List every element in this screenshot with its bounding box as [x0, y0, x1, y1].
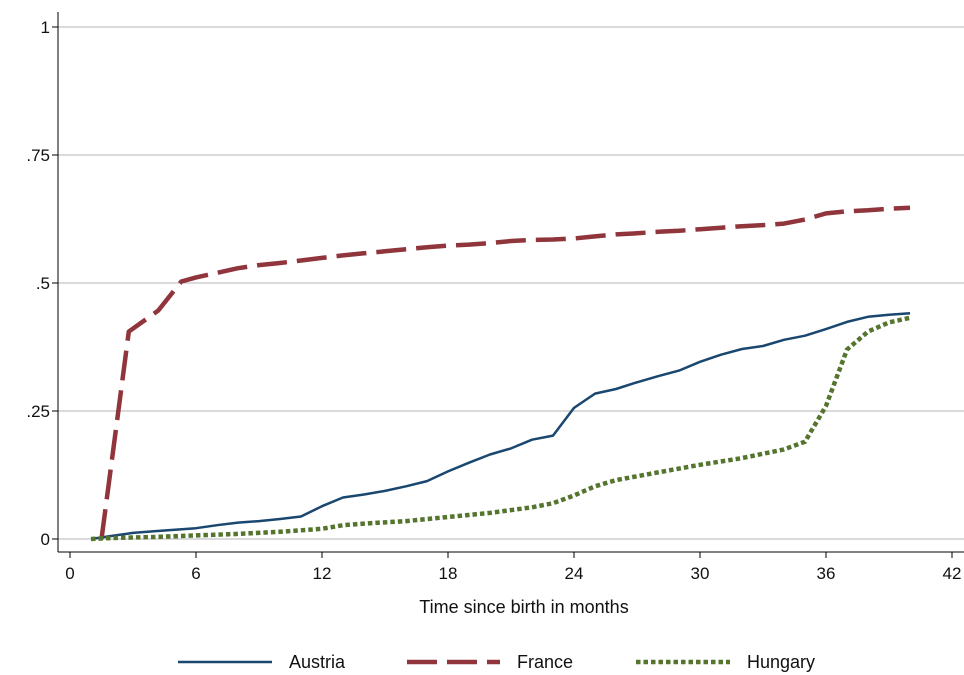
x-axis-title: Time since birth in months [419, 597, 628, 617]
legend-label-austria: Austria [289, 652, 346, 672]
legend: Austria France Hungary [178, 652, 815, 672]
x-tick-label: 36 [817, 564, 836, 583]
y-tick-label: .5 [36, 274, 50, 293]
x-tick-label: 18 [439, 564, 458, 583]
x-tick-label: 0 [65, 564, 74, 583]
y-tick-label: .75 [26, 146, 50, 165]
series-lines [90, 205, 911, 542]
x-tick-label: 30 [691, 564, 710, 583]
axes [57, 12, 964, 553]
x-tick-label: 12 [313, 564, 332, 583]
legend-label-france: France [517, 652, 573, 672]
series-line-hungary [90, 315, 911, 542]
x-tick-label: 42 [943, 564, 962, 583]
y-tick-label: .25 [26, 402, 50, 421]
series-line-france [99, 205, 911, 540]
series-line-austria [90, 311, 911, 541]
y-tick-label: 1 [41, 18, 50, 37]
legend-label-hungary: Hungary [747, 652, 815, 672]
gridlines [58, 26, 964, 540]
y-tick-label: 0 [41, 530, 50, 549]
x-tick-label: 24 [565, 564, 584, 583]
tick-marks: 0 .25 .5 .75 1 0 6 12 18 24 30 36 42 [26, 18, 961, 583]
x-tick-label: 6 [191, 564, 200, 583]
